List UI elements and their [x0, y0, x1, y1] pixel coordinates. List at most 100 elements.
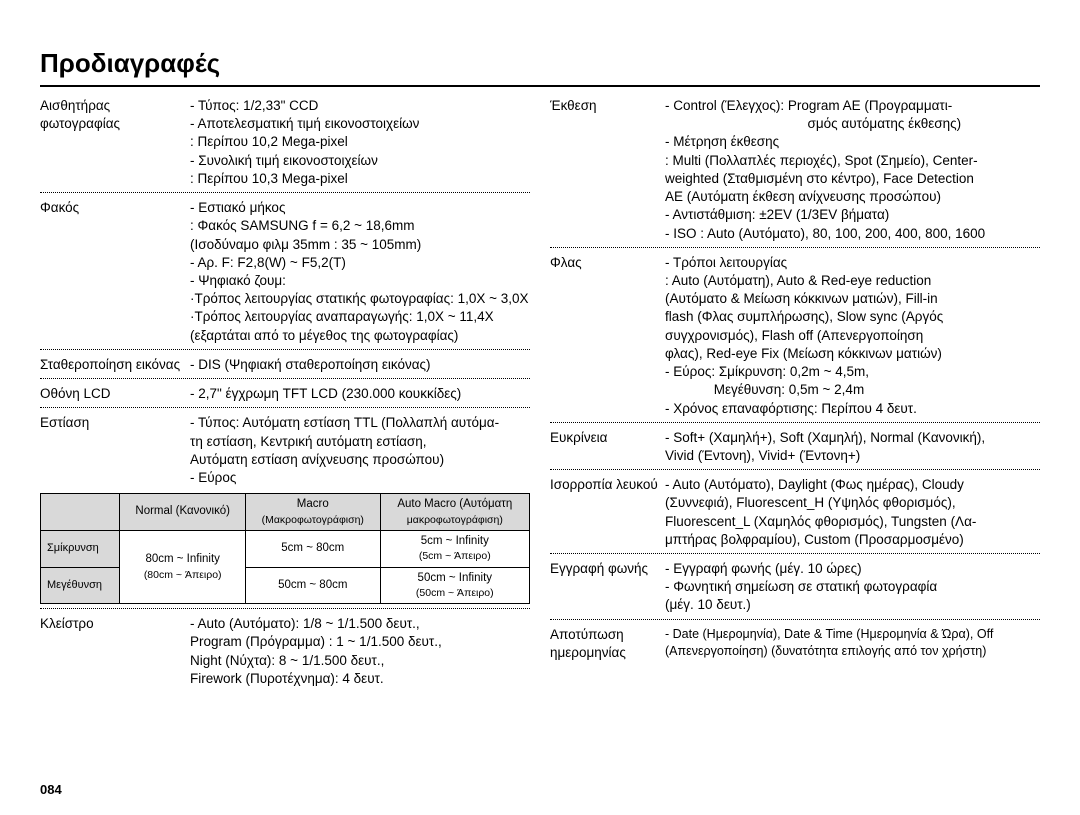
focus-range-table: Normal (Κανονικό) Macro (Μακροφωτογράφισ…	[40, 493, 530, 604]
spec-line: : Περίπου 10,3 Mega-pixel	[190, 170, 530, 188]
cell-main: 80cm ~ Infinity	[145, 553, 219, 565]
spec-label: Αποτύπωση ημερομηνίας	[550, 626, 665, 662]
spec-line: - Τύπος: 1/2,33" CCD	[190, 97, 530, 115]
spec-line: (εξαρτάται από το μέγεθος της φωτογραφία…	[190, 327, 530, 345]
th-main: Macro	[297, 498, 329, 510]
spec-line: Firework (Πυροτέχνημα): 4 δευτ.	[190, 670, 530, 688]
spec-line: μπτήρας βολφραμίου), Custom (Προσαρμοσμέ…	[665, 531, 1040, 549]
spec-label: Ευκρίνεια	[550, 429, 665, 447]
table-col-header: Normal (Κανονικό)	[120, 494, 246, 531]
th-main: Auto Macro (Αυτόματη	[397, 498, 512, 510]
spec-line: - Auto (Αυτόματο), Daylight (Φως ημέρας)…	[665, 476, 1040, 494]
spec-line: - Εστιακό μήκος	[190, 199, 530, 217]
spec-line: Μεγέθυνση: 0,5m ~ 2,4m	[665, 381, 1040, 399]
table-cell: 5cm ~ Infinity (5cm ~ Άπειρο)	[380, 530, 529, 567]
separator	[550, 553, 1040, 554]
separator	[40, 349, 530, 350]
table-col-header: Macro (Μακροφωτογράφιση)	[245, 494, 380, 531]
spec-value: - 2,7" έγχρωμη TFT LCD (230.000 κουκκίδε…	[190, 385, 530, 403]
page-number: 084	[40, 782, 62, 797]
spec-line: - Soft+ (Χαμηλή+), Soft (Χαμηλή), Normal…	[665, 429, 1040, 447]
spec-line: - ISO : Auto (Αυτόματο), 80, 100, 200, 4…	[665, 225, 1040, 243]
spec-line: - 2,7" έγχρωμη TFT LCD (230.000 κουκκίδε…	[190, 385, 530, 403]
spec-line: - Τύπος: Αυτόματη εστίαση TTL (Πολλαπλή …	[190, 414, 530, 432]
spec-line: - Φωνητική σημείωση σε στατική φωτογραφί…	[665, 578, 1040, 596]
title-rule	[40, 85, 1040, 87]
table-row-header: Μεγέθυνση	[41, 567, 120, 604]
spec-value: - DIS (Ψηφιακή σταθεροποίηση εικόνας)	[190, 356, 530, 374]
spec-sensor: Αισθητήρας φωτογραφίας - Τύπος: 1/2,33" …	[40, 97, 530, 188]
spec-line: - DIS (Ψηφιακή σταθεροποίηση εικόνας)	[190, 356, 530, 374]
spec-line: flash (Φλας συμπλήρωσης), Slow sync (Αργ…	[665, 308, 1040, 326]
separator	[550, 619, 1040, 620]
spec-line: - Μέτρηση έκθεσης	[665, 133, 1040, 151]
spec-label: Φακός	[40, 199, 190, 217]
spec-line: - Αποτελεσματική τιμή εικονοστοιχείων	[190, 115, 530, 133]
spec-label: Έκθεση	[550, 97, 665, 115]
spec-line: - Εύρος: Σμίκρυνση: 0,2m ~ 4,5m,	[665, 363, 1040, 381]
spec-line: ·Τρόπος λειτουργίας στατικής φωτογραφίας…	[190, 290, 530, 308]
spec-lcd: Οθόνη LCD - 2,7" έγχρωμη TFT LCD (230.00…	[40, 385, 530, 403]
spec-line: τη εστίαση, Κεντρική αυτόματη εστίαση,	[190, 433, 530, 451]
right-column: Έκθεση - Control (Έλεγχος): Program AE (…	[550, 97, 1040, 688]
spec-line: (μέγ. 10 δευτ.)	[665, 596, 1040, 614]
spec-label: Φλας	[550, 254, 665, 272]
spec-line: Vivid (Έντονη), Vivid+ (Έντονη+)	[665, 447, 1040, 465]
spec-exposure: Έκθεση - Control (Έλεγχος): Program AE (…	[550, 97, 1040, 243]
spec-value: - Auto (Αυτόματο), Daylight (Φως ημέρας)…	[665, 476, 1040, 549]
spec-date-imprint: Αποτύπωση ημερομηνίας - Date (Ημερομηνία…	[550, 626, 1040, 662]
spec-value: - Τύπος: Αυτόματη εστίαση TTL (Πολλαπλή …	[190, 414, 530, 487]
spec-line: Program (Πρόγραμμα) : 1 ~ 1/1.500 δευτ.,	[190, 633, 530, 651]
spec-line: - Αρ. F: F2,8(W) ~ F5,2(T)	[190, 254, 530, 272]
spec-line: Fluorescent_L (Χαμηλός φθορισμός), Tungs…	[665, 513, 1040, 531]
spec-line: - Date (Ημερομηνία), Date & Time (Ημερομ…	[665, 626, 1040, 643]
cell-main: 5cm ~ Infinity	[421, 535, 489, 547]
spec-line: Night (Νύχτα): 8 ~ 1/1.500 δευτ.,	[190, 652, 530, 670]
spec-stabilization: Σταθεροποίηση εικόνας - DIS (Ψηφιακή στα…	[40, 356, 530, 374]
spec-label: Σταθεροποίηση εικόνας	[40, 356, 190, 374]
spec-value: - Τρόποι λειτουργίας : Auto (Αυτόματη), …	[665, 254, 1040, 418]
spec-line: weighted (Σταθμισμένη στο κέντρο), Face …	[665, 170, 1040, 188]
spec-label: Αισθητήρας φωτογραφίας	[40, 97, 190, 133]
th-sub: μακροφωτογράφιση)	[387, 513, 523, 527]
spec-line: - Εγγραφή φωνής (μέγ. 10 ώρες)	[665, 560, 1040, 578]
spec-label: Εστίαση	[40, 414, 190, 432]
spec-value: - Εγγραφή φωνής (μέγ. 10 ώρες) - Φωνητικ…	[665, 560, 1040, 615]
spec-value: - Auto (Αυτόματο): 1/8 ~ 1/1.500 δευτ., …	[190, 615, 530, 688]
spec-line: - Συνολική τιμή εικονοστοιχείων	[190, 152, 530, 170]
spec-value: - Εστιακό μήκος : Φακός SAMSUNG f = 6,2 …	[190, 199, 530, 345]
spec-line: - Auto (Αυτόματο): 1/8 ~ 1/1.500 δευτ.,	[190, 615, 530, 633]
cell-sub: (50cm ~ Άπειρο)	[387, 586, 523, 600]
spec-shutter: Κλείστρο - Auto (Αυτόματο): 1/8 ~ 1/1.50…	[40, 615, 530, 688]
spec-value: - Date (Ημερομηνία), Date & Time (Ημερομ…	[665, 626, 1040, 660]
spec-value: - Control (Έλεγχος): Program AE (Προγραμ…	[665, 97, 1040, 243]
spec-label: Οθόνη LCD	[40, 385, 190, 403]
separator	[40, 192, 530, 193]
cell-sub: (5cm ~ Άπειρο)	[387, 549, 523, 563]
spec-line: : Multi (Πολλαπλές περιοχές), Spot (Σημε…	[665, 152, 1040, 170]
table-col-header: Auto Macro (Αυτόματη μακροφωτογράφιση)	[380, 494, 529, 531]
th-sub: (Μακροφωτογράφιση)	[252, 513, 374, 527]
cell-sub: (80cm ~ Άπειρο)	[126, 568, 239, 582]
spec-line: - Εύρος	[190, 469, 530, 487]
cell-main: 50cm ~ Infinity	[418, 572, 492, 584]
spec-line: σμός αυτόματης έκθεσης)	[665, 115, 1040, 133]
spec-line: (Αυτόματο & Μείωση κόκκινων ματιών), Fil…	[665, 290, 1040, 308]
page-title: Προδιαγραφές	[40, 48, 1040, 79]
separator	[40, 407, 530, 408]
spec-label: Ισορροπία λευκού	[550, 476, 665, 494]
table-row-header: Σμίκρυνση	[41, 530, 120, 567]
spec-line: (Απενεργοποίηση) (δυνατότητα επιλογής απ…	[665, 643, 1040, 660]
spec-sharpness: Ευκρίνεια - Soft+ (Χαμηλή+), Soft (Χαμηλ…	[550, 429, 1040, 465]
spec-line: : Auto (Αυτόματη), Auto & Red-eye reduct…	[665, 272, 1040, 290]
columns: Αισθητήρας φωτογραφίας - Τύπος: 1/2,33" …	[40, 97, 1040, 688]
spec-line: AE (Αυτόματη έκθεση ανίχνευσης προσώπου)	[665, 188, 1040, 206]
spec-line: - Control (Έλεγχος): Program AE (Προγραμ…	[665, 97, 1040, 115]
separator	[550, 422, 1040, 423]
spec-focus: Εστίαση - Τύπος: Αυτόματη εστίαση TTL (Π…	[40, 414, 530, 487]
spec-line: (Συννεφιά), Fluorescent_H (Υψηλός φθορισ…	[665, 494, 1040, 512]
table-cell: 5cm ~ 80cm	[245, 530, 380, 567]
spec-line: Αυτόματη εστίαση ανίχνευσης προσώπου)	[190, 451, 530, 469]
spec-line: ·Τρόπος λειτουργίας αναπαραγωγής: 1,0X ~…	[190, 308, 530, 326]
table-cell: 80cm ~ Infinity (80cm ~ Άπειρο)	[120, 530, 246, 603]
